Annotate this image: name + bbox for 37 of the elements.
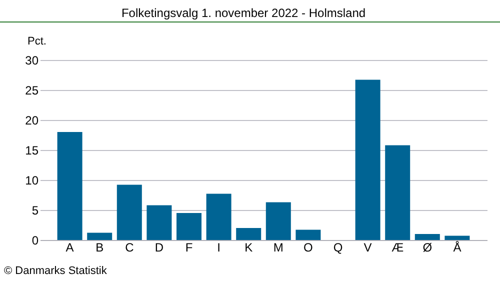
x-tick-label: Æ bbox=[392, 240, 404, 254]
bar bbox=[87, 232, 112, 240]
x-tick-label: M bbox=[273, 240, 284, 254]
bar bbox=[146, 205, 172, 240]
y-tick-label: 10 bbox=[25, 174, 39, 188]
x-tick-label: Ø bbox=[422, 240, 432, 254]
y-tick-label: 0 bbox=[32, 234, 39, 248]
bar bbox=[385, 145, 410, 240]
bar bbox=[296, 230, 321, 240]
y-tick-label: 25 bbox=[25, 84, 39, 98]
text: © Danmarks Statistik bbox=[4, 265, 108, 277]
y-axis-title: Pct. bbox=[28, 36, 46, 48]
x-tick-label: B bbox=[96, 240, 104, 254]
bar bbox=[444, 236, 470, 240]
bar bbox=[266, 202, 291, 240]
x-tick-label: D bbox=[154, 240, 164, 254]
x-tick-label: Å bbox=[453, 240, 462, 254]
x-tick-label: A bbox=[66, 240, 74, 254]
x-tick-label: O bbox=[304, 240, 313, 254]
bar bbox=[206, 194, 232, 240]
bar bbox=[57, 132, 82, 240]
x-tick-label: Q bbox=[333, 240, 343, 254]
chart-title: Folketingsvalg 1. november 2022 - Holmsland bbox=[121, 6, 366, 20]
bar bbox=[236, 228, 262, 240]
y-tick-label: 20 bbox=[25, 114, 39, 128]
x-tick-label: C bbox=[125, 240, 134, 254]
bar bbox=[116, 184, 142, 240]
y-tick-label: 15 bbox=[25, 144, 39, 158]
x-tick-label: I bbox=[217, 240, 220, 254]
y-tick-label: 30 bbox=[25, 54, 39, 68]
y-tick-label: 5 bbox=[32, 204, 39, 218]
bar bbox=[355, 80, 380, 240]
x-tick-label: V bbox=[364, 240, 372, 254]
bar bbox=[176, 213, 202, 240]
bar bbox=[414, 234, 440, 240]
x-tick-label: K bbox=[244, 240, 253, 254]
x-tick-label: F bbox=[185, 240, 193, 254]
